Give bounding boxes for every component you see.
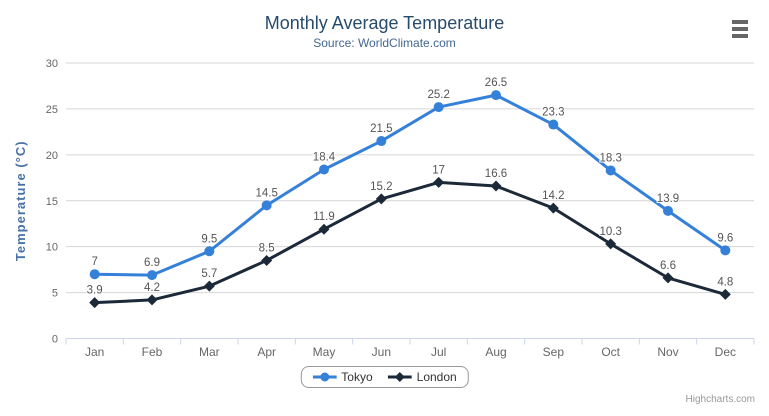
- data-point-marker[interactable]: [433, 176, 445, 188]
- data-point-marker[interactable]: [719, 288, 731, 300]
- legend: Tokyo London: [300, 366, 469, 388]
- x-axis-label: Mar: [199, 345, 220, 359]
- data-point-marker[interactable]: [433, 102, 444, 113]
- legend-marker-london: [387, 372, 412, 382]
- x-axis-label: Jan: [85, 345, 104, 359]
- data-point-marker[interactable]: [375, 193, 387, 205]
- data-point-marker[interactable]: [146, 294, 158, 306]
- x-axis-label: Feb: [142, 345, 163, 359]
- data-point-marker[interactable]: [318, 223, 330, 235]
- data-point-marker[interactable]: [663, 205, 673, 216]
- x-axis-label: Jun: [372, 345, 391, 359]
- data-point-label: 25.2: [427, 89, 449, 101]
- hamburger-bar: [732, 20, 748, 24]
- data-point-label: 9.6: [717, 232, 733, 244]
- data-point-marker[interactable]: [203, 280, 215, 292]
- legend-marker-tokyo: [312, 372, 337, 382]
- data-point-label: 17: [432, 164, 445, 176]
- series-line-london: [93, 180, 727, 305]
- data-point-label: 14.2: [542, 190, 564, 202]
- data-point-marker[interactable]: [605, 165, 616, 176]
- data-point-marker[interactable]: [261, 254, 273, 266]
- data-point-label: 26.5: [485, 77, 507, 89]
- data-point-label: 21.5: [370, 123, 392, 135]
- data-point-label: 4.2: [144, 282, 160, 294]
- x-axis-label: Sep: [543, 345, 565, 359]
- x-axis-label: Jul: [431, 345, 446, 359]
- data-point-marker[interactable]: [319, 164, 329, 175]
- data-point-label: 23.3: [542, 107, 564, 119]
- data-point-marker[interactable]: [548, 119, 559, 130]
- data-point-marker[interactable]: [261, 200, 272, 211]
- x-axis-label: Nov: [657, 345, 678, 359]
- data-point-marker[interactable]: [89, 297, 101, 309]
- legend-label: Tokyo: [341, 370, 373, 384]
- legend-item-london[interactable]: London: [387, 370, 457, 384]
- hamburger-menu-icon[interactable]: [732, 20, 748, 38]
- data-point-marker[interactable]: [491, 90, 501, 101]
- hamburger-bar: [732, 34, 748, 38]
- data-point-label: 16.6: [485, 168, 507, 180]
- y-axis-label: 10: [46, 242, 58, 254]
- data-point-marker[interactable]: [204, 246, 215, 257]
- y-axis-label: 20: [46, 150, 58, 162]
- x-axis-label: Dec: [715, 345, 736, 359]
- data-point-label: 4.8: [717, 276, 733, 288]
- data-point-label: 7: [91, 256, 97, 268]
- data-point-label: 14.5: [255, 187, 277, 199]
- data-point-marker[interactable]: [147, 270, 157, 281]
- data-point-marker[interactable]: [720, 245, 731, 256]
- data-point-label: 18.3: [599, 152, 621, 164]
- y-axis-label: 15: [46, 196, 58, 208]
- y-axis-label: 5: [52, 288, 58, 300]
- data-point-marker[interactable]: [662, 272, 674, 284]
- y-axis-label: 30: [46, 58, 58, 70]
- legend-label: London: [416, 370, 457, 384]
- data-point-label: 11.9: [313, 211, 335, 223]
- data-point-label: 3.9: [87, 285, 103, 297]
- data-point-marker[interactable]: [547, 202, 559, 214]
- hamburger-bar: [732, 27, 748, 31]
- legend-item-tokyo[interactable]: Tokyo: [312, 370, 373, 384]
- data-point-label: 6.9: [144, 257, 160, 269]
- data-point-label: 13.9: [657, 193, 679, 205]
- y-axis-label: 25: [46, 104, 58, 116]
- data-point-label: 8.5: [259, 242, 275, 254]
- data-point-marker[interactable]: [490, 180, 502, 192]
- chart-title: Monthly Average Temperature: [264, 13, 505, 33]
- y-axis-title: Temperature (°C): [13, 140, 28, 261]
- data-point-label: 10.3: [599, 226, 621, 238]
- x-axis-label: Aug: [485, 345, 506, 359]
- x-axis-label: Apr: [257, 345, 276, 359]
- x-axis-label: Oct: [601, 345, 620, 359]
- y-axis-label: 0: [52, 334, 58, 346]
- data-point-label: 6.6: [660, 260, 676, 272]
- data-point-marker[interactable]: [376, 136, 387, 147]
- data-point-marker[interactable]: [605, 238, 617, 250]
- chart-subtitle: Source: WorldClimate.com: [313, 36, 456, 50]
- data-point-marker[interactable]: [89, 269, 100, 280]
- data-point-label: 18.4: [313, 152, 336, 164]
- data-point-label: 5.7: [201, 268, 217, 280]
- data-point-label: 15.2: [370, 181, 392, 193]
- data-point-label: 9.5: [201, 233, 217, 245]
- series-line-tokyo: [93, 93, 727, 277]
- credits-link[interactable]: Highcharts.com: [685, 394, 755, 405]
- x-axis-label: May: [313, 345, 336, 359]
